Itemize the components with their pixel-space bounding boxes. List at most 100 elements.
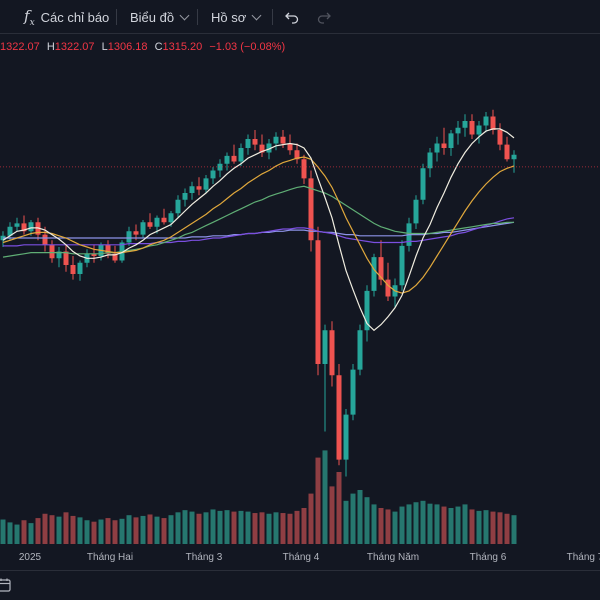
candle	[504, 136, 510, 162]
volume-bar	[154, 516, 160, 544]
candle-body	[378, 257, 384, 280]
undo-icon	[285, 12, 299, 24]
candle	[252, 130, 258, 151]
candle	[21, 215, 27, 235]
x-tick-label: Tháng 7	[567, 552, 600, 563]
volume-bar	[336, 472, 342, 544]
candle	[350, 364, 356, 421]
volume-bar	[140, 515, 146, 544]
volume-bar	[119, 518, 125, 544]
candle-body	[238, 148, 244, 162]
candle-body	[154, 217, 160, 227]
candle-body	[147, 222, 153, 227]
volume-bar	[147, 514, 153, 544]
volume-bar	[70, 515, 76, 544]
volume-bar	[329, 486, 335, 544]
candle-body	[308, 178, 314, 241]
ohlc-low: 1306.18	[107, 41, 148, 53]
volume-bar	[35, 518, 41, 544]
chevron-down-icon	[251, 10, 262, 20]
volume-bar	[483, 510, 489, 544]
volume-bar	[301, 508, 307, 544]
candle	[203, 175, 209, 193]
volume-bar	[476, 510, 482, 544]
volume-bar	[7, 522, 13, 544]
volume-bar	[168, 515, 174, 544]
candle-body	[413, 199, 419, 224]
profile-menu-label: Hồ sơ	[211, 9, 247, 25]
candle-body	[294, 150, 300, 160]
candle	[189, 181, 195, 200]
volume-bar	[224, 510, 230, 544]
candle	[273, 132, 279, 151]
candle-body	[112, 253, 118, 261]
volume-bar	[406, 504, 412, 544]
candle-body	[168, 213, 174, 223]
candle-body	[490, 116, 496, 130]
candle	[308, 170, 314, 252]
undo-button[interactable]	[284, 7, 300, 27]
x-tick-label: Tháng 3	[186, 552, 223, 563]
volume-bar	[14, 524, 20, 544]
candle-body	[182, 193, 188, 200]
volume-bar	[420, 500, 426, 544]
candle	[455, 121, 461, 145]
candle-body	[231, 155, 237, 162]
volume-bar	[343, 500, 349, 544]
price-chart[interactable]: 2025 Tháng Hai Tháng 3 Tháng 4 Tháng Năm Thán…	[0, 34, 600, 570]
ohlc-high: 1322.07	[54, 41, 95, 53]
ohlc-close-label: C	[154, 41, 163, 53]
volume-bar	[0, 519, 6, 544]
candle-body	[511, 154, 517, 160]
volume-bar	[49, 515, 55, 544]
candle	[322, 324, 328, 432]
candle-body	[350, 369, 356, 415]
candle-body	[210, 170, 216, 179]
candle	[294, 143, 300, 164]
indicators-button[interactable]: fx Các chỉ báo	[24, 7, 109, 28]
candle-body	[336, 375, 342, 460]
candle	[483, 112, 489, 133]
candle	[161, 208, 167, 225]
volume-bar	[434, 504, 440, 544]
candle-body	[56, 251, 62, 259]
candle	[77, 260, 83, 281]
candle-body	[126, 231, 132, 243]
candle	[154, 215, 160, 234]
volume-bar	[28, 523, 34, 544]
ohlc-close: 1315.20	[162, 41, 203, 53]
candle	[413, 195, 419, 229]
volume-bar	[371, 504, 377, 544]
volume-bar	[42, 513, 48, 544]
chart-menu-label: Biểu đồ	[130, 9, 175, 25]
volume-bar	[182, 510, 188, 544]
x-tick-label: Tháng 6	[470, 552, 507, 563]
bottom-bar	[0, 570, 600, 600]
candle-body	[462, 121, 468, 128]
volume-bar	[315, 457, 321, 544]
volume-bar	[245, 511, 251, 544]
redo-icon	[317, 12, 331, 24]
candles-layer	[0, 109, 517, 477]
redo-button[interactable]	[316, 7, 332, 27]
candle-body	[434, 143, 440, 153]
candle	[210, 167, 216, 184]
calendar-icon[interactable]	[0, 577, 12, 593]
volume-bar	[357, 490, 363, 544]
chevron-down-icon	[179, 10, 190, 20]
candle	[371, 253, 377, 297]
candle	[385, 262, 391, 301]
profile-menu-button[interactable]: Hồ sơ	[211, 7, 262, 27]
volume-bar	[189, 511, 195, 544]
candle	[217, 159, 223, 178]
volume-bar	[308, 493, 314, 544]
candle-body	[280, 136, 286, 144]
candle-body	[7, 226, 13, 236]
candle-body	[175, 199, 181, 214]
chart-menu-button[interactable]: Biểu đồ	[130, 7, 190, 27]
candle-body	[420, 168, 426, 200]
volume-bar	[133, 517, 139, 544]
volume-bar	[161, 518, 167, 544]
candle	[434, 136, 440, 162]
candle	[14, 217, 20, 232]
